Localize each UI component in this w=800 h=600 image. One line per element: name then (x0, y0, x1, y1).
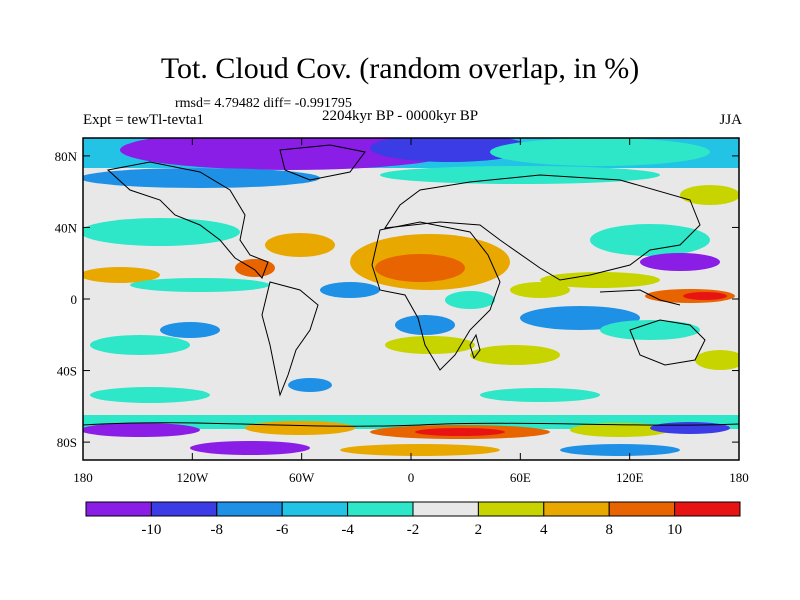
colorbar-swatch (674, 501, 741, 517)
latitude-axis: 80N 40N 0 40S 80S (55, 149, 739, 450)
lon-tick-label: 180 (729, 470, 749, 485)
colorbar-label: 2 (475, 522, 483, 538)
lat-tick-label: 0 (71, 292, 78, 307)
colorbar-swatch (543, 501, 610, 517)
lat-tick-label: 80N (55, 149, 78, 164)
colorbar-label: 8 (605, 522, 613, 538)
colorbar-swatch (281, 501, 349, 517)
colorbar-labels: -10 -8 -6 -4 -2 2 4 8 10 (141, 522, 682, 538)
lon-tick-label: 180 (73, 470, 93, 485)
colorbar-swatch (216, 501, 283, 517)
colorbar-swatch (412, 501, 479, 517)
colorbar-label: 10 (667, 522, 682, 538)
lon-tick-label: 120W (176, 470, 209, 485)
lat-tick-label: 40N (55, 220, 78, 235)
period-label: 2204kyr BP - 0000kyr BP (322, 108, 479, 124)
lon-tick-label: 60E (510, 470, 531, 485)
colorbar-label: -4 (341, 522, 354, 538)
colorbar-swatch (347, 501, 414, 517)
lon-tick-label: 60W (289, 470, 315, 485)
colorbar-label: -2 (407, 522, 420, 538)
colorbar-swatch (477, 501, 545, 517)
longitude-axis: 180 120W 60W 0 60E 120E 180 (73, 138, 749, 485)
coastlines (83, 144, 739, 427)
colorbar-swatch (608, 501, 676, 517)
colorbar (85, 501, 741, 517)
colorbar-swatch (85, 501, 152, 517)
lat-tick-label: 80S (57, 435, 77, 450)
colorbar-label: -8 (211, 522, 224, 538)
colorbar-label: -6 (276, 522, 289, 538)
lon-tick-label: 0 (408, 470, 415, 485)
plot-title: Tot. Cloud Cov. (random overlap, in %) (160, 52, 640, 85)
lat-tick-label: 40S (57, 364, 77, 379)
map-field (83, 138, 739, 460)
stats-line: rmsd= 4.79482 diff= -0.991795 (175, 96, 352, 111)
lon-tick-label: 120E (616, 470, 644, 485)
colorbar-swatch (150, 501, 218, 517)
experiment-label: Expt = tewTl-tevta1 (83, 112, 204, 128)
colorbar-label: 4 (540, 522, 548, 538)
season-label: JJA (719, 112, 742, 128)
colorbar-label: -10 (141, 522, 161, 538)
